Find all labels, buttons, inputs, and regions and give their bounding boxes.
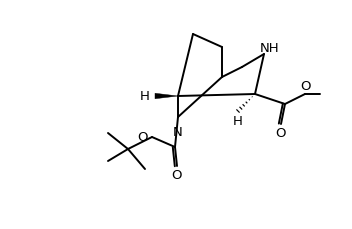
Text: O: O <box>301 80 311 93</box>
Text: O: O <box>172 169 182 182</box>
Polygon shape <box>155 94 178 99</box>
Text: NH: NH <box>260 42 280 55</box>
Text: H: H <box>233 115 243 128</box>
Text: H: H <box>140 90 150 103</box>
Text: N: N <box>173 125 183 138</box>
Text: O: O <box>138 131 148 144</box>
Text: O: O <box>276 127 286 140</box>
